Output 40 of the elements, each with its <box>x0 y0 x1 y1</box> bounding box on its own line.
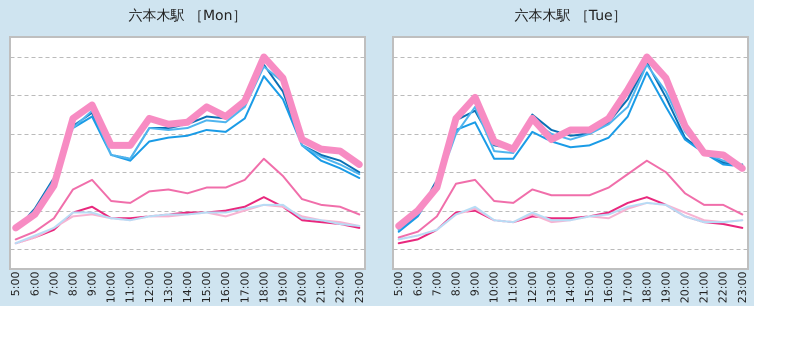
x-tick-label: 16:00 <box>602 272 616 304</box>
x-tick-label: 18:00 <box>257 272 270 304</box>
x-tick-label: 8:00 <box>449 272 462 296</box>
x-tick-label: 6:00 <box>411 272 424 296</box>
x-tick-label: 21:00 <box>698 272 711 304</box>
x-tick-label: 7:00 <box>47 272 60 296</box>
x-tick-label: 9:00 <box>468 272 482 296</box>
x-tick-label: 19:00 <box>276 272 290 304</box>
x-tick-label: 15:00 <box>583 272 596 304</box>
x-tick-label: 23:00 <box>736 272 749 304</box>
x-tick-label: 9:00 <box>86 272 99 296</box>
x-tick-label: 7:00 <box>430 272 444 296</box>
x-tick-label: 16:00 <box>219 272 232 304</box>
x-tick-label: 11:00 <box>506 272 520 304</box>
x-tick-label: 20:00 <box>296 272 309 304</box>
x-tick-label: 13:00 <box>544 272 558 304</box>
x-tick-label: 5:00 <box>392 272 406 296</box>
x-tick-label: 10:00 <box>104 272 118 304</box>
chart-title: 六本木駅 ［Tue］ <box>514 8 627 24</box>
x-tick-label: 8:00 <box>66 272 80 296</box>
x-tick-label: 10:00 <box>488 272 501 304</box>
x-tick-label: 15:00 <box>200 272 214 304</box>
x-tick-label: 14:00 <box>181 272 194 304</box>
x-tick-label: 12:00 <box>142 272 156 304</box>
x-tick-label: 11:00 <box>124 272 137 304</box>
x-tick-label: 22:00 <box>334 272 347 304</box>
x-tick-label: 13:00 <box>162 272 175 304</box>
chart-title: 六本木駅 ［Mon］ <box>128 8 246 24</box>
x-tick-label: 23:00 <box>352 272 366 304</box>
x-tick-label: 17:00 <box>238 272 252 304</box>
x-tick-label: 5:00 <box>9 272 22 296</box>
x-tick-label: 20:00 <box>678 272 692 304</box>
x-tick-label: 14:00 <box>564 272 577 304</box>
x-tick-label: 21:00 <box>314 272 328 304</box>
x-tick-label: 12:00 <box>526 272 539 304</box>
x-tick-label: 18:00 <box>640 272 654 304</box>
x-tick-label: 17:00 <box>621 272 634 304</box>
x-tick-label: 22:00 <box>716 272 730 304</box>
x-tick-label: 6:00 <box>28 272 42 296</box>
x-tick-label: 19:00 <box>659 272 672 304</box>
